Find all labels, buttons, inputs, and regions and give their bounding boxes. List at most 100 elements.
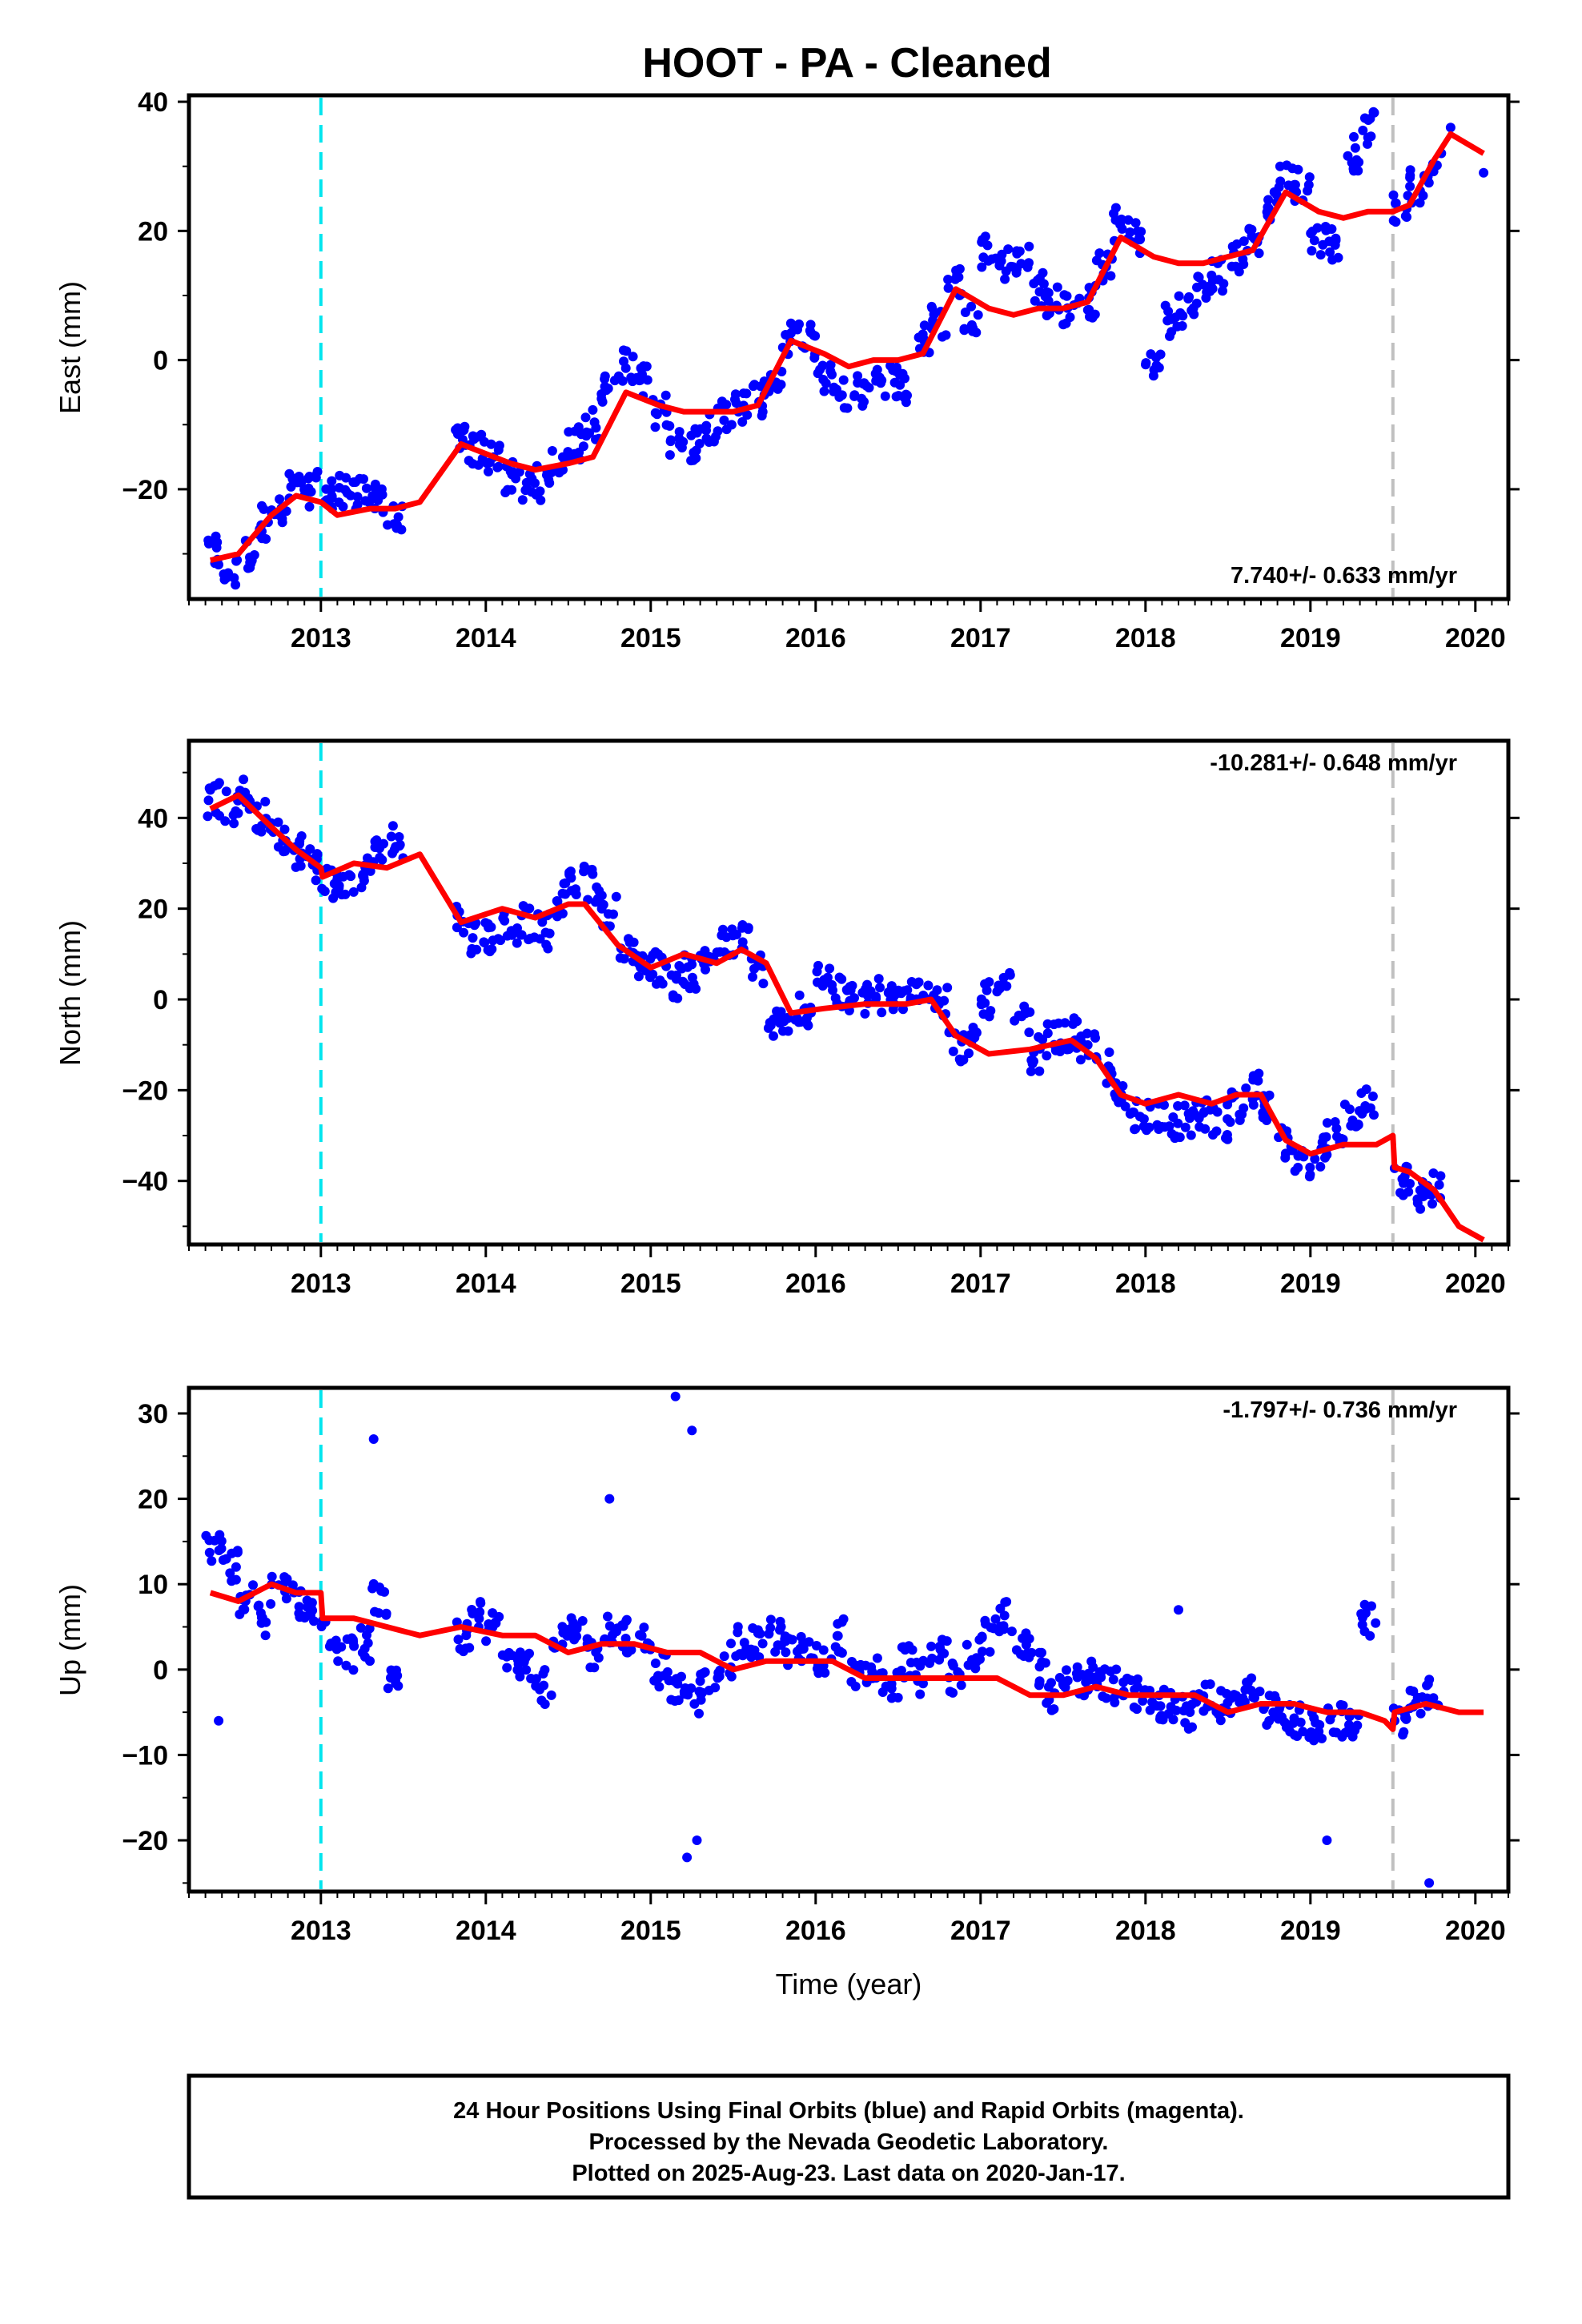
data-point <box>710 1683 721 1693</box>
data-point <box>970 1663 981 1674</box>
data-point <box>859 396 869 407</box>
data-point <box>642 375 652 385</box>
data-point <box>674 427 685 437</box>
data-point <box>881 1681 891 1691</box>
data-point <box>475 1607 485 1617</box>
y-tick-label: 10 <box>138 1570 168 1600</box>
data-point <box>1159 1100 1169 1110</box>
data-point <box>334 880 344 891</box>
data-point <box>1207 275 1218 286</box>
data-point <box>1216 1686 1227 1696</box>
data-point <box>1138 1695 1148 1706</box>
data-point <box>1090 309 1100 320</box>
data-point <box>453 1634 464 1645</box>
data-point <box>1168 1112 1178 1122</box>
data-point <box>1012 264 1022 275</box>
data-point <box>733 1622 743 1632</box>
data-point <box>239 774 249 785</box>
x-tick-label: 2020 <box>1445 1916 1506 1946</box>
data-point <box>1065 312 1075 323</box>
data-point <box>825 963 835 974</box>
y-tick-label: 20 <box>138 216 168 247</box>
data-point <box>467 1605 477 1614</box>
data-point <box>1034 1662 1045 1672</box>
data-point <box>588 404 598 415</box>
data-point <box>1021 1640 1031 1650</box>
data-point <box>732 930 741 939</box>
data-point <box>1309 235 1319 246</box>
data-point <box>1434 1180 1444 1190</box>
data-point <box>687 972 697 983</box>
data-point <box>215 1530 225 1540</box>
data-point <box>1401 1714 1411 1724</box>
data-point <box>584 865 594 875</box>
data-point <box>648 950 658 960</box>
data-point <box>1391 199 1400 208</box>
data-point <box>1174 1132 1185 1143</box>
data-point <box>794 319 804 329</box>
data-point <box>1305 1162 1315 1172</box>
x-tick-label: 2018 <box>1115 623 1176 653</box>
data-point <box>1358 125 1368 135</box>
data-point <box>770 1647 781 1657</box>
model-curve <box>209 1581 1484 1732</box>
data-point <box>959 325 970 336</box>
data-point <box>1090 1033 1100 1043</box>
data-point <box>566 886 576 896</box>
data-point <box>942 983 953 993</box>
data-point <box>1180 1122 1191 1132</box>
data-point <box>692 1835 702 1845</box>
data-point <box>557 1622 568 1632</box>
data-point <box>519 1657 529 1667</box>
data-point <box>849 993 859 1003</box>
data-point <box>1043 296 1054 306</box>
data-point <box>775 1616 785 1626</box>
data-point <box>1049 1704 1059 1715</box>
data-point <box>818 375 829 384</box>
data-point <box>929 309 939 320</box>
data-point <box>888 1004 898 1015</box>
data-point <box>815 364 825 375</box>
data-point <box>1174 291 1184 301</box>
data-point <box>796 1631 806 1642</box>
data-point <box>221 1554 231 1564</box>
data-point <box>1323 224 1333 235</box>
data-point <box>604 1494 615 1504</box>
data-point <box>231 580 241 590</box>
data-point <box>896 1666 906 1675</box>
data-point <box>524 903 535 914</box>
data-point <box>1114 1097 1124 1108</box>
data-point <box>742 410 753 420</box>
data-point <box>923 980 934 991</box>
data-point <box>962 1639 972 1650</box>
y-tick-label: 0 <box>153 1655 168 1686</box>
data-point <box>232 555 243 565</box>
data-point <box>531 1674 541 1684</box>
data-point <box>229 818 239 829</box>
data-point <box>1062 1665 1071 1675</box>
data-point <box>536 1695 547 1706</box>
data-point <box>853 378 863 388</box>
data-point <box>1298 1727 1308 1737</box>
data-point <box>1255 1687 1265 1697</box>
data-point <box>1189 309 1199 320</box>
data-point <box>966 301 977 312</box>
data-point <box>753 1628 763 1638</box>
data-point <box>1428 1168 1439 1178</box>
data-point <box>1239 1697 1250 1707</box>
data-point <box>1151 352 1162 363</box>
data-point <box>990 1614 1001 1624</box>
data-point <box>468 459 478 469</box>
data-point <box>593 1653 604 1663</box>
y-tick-label: 0 <box>153 346 168 376</box>
data-point <box>1354 157 1364 167</box>
data-point <box>1333 252 1343 263</box>
data-point <box>603 384 613 394</box>
data-point <box>1123 215 1134 225</box>
data-point <box>502 1663 512 1673</box>
data-point <box>212 537 223 548</box>
data-point <box>1240 1685 1251 1695</box>
data-point <box>1263 195 1274 205</box>
rate-label: 7.740+/- 0.633 mm/yr <box>1231 563 1457 589</box>
